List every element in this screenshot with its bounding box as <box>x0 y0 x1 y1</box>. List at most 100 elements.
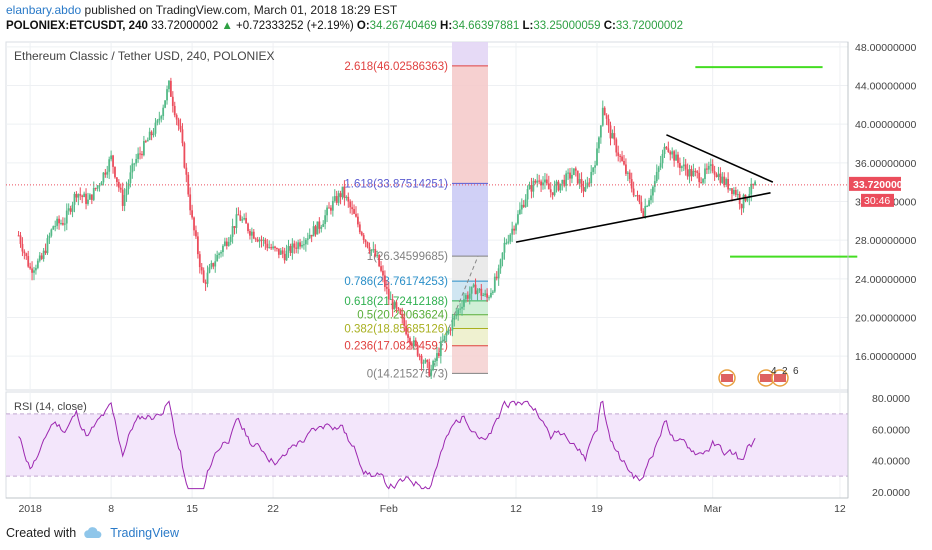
candle-body <box>328 207 330 209</box>
candle-body <box>617 152 620 156</box>
close-value: 33.72000002 <box>615 20 684 32</box>
candle-body <box>249 231 251 236</box>
candle-body <box>530 185 533 192</box>
candle-body <box>35 267 37 271</box>
candle-body <box>65 210 68 224</box>
chart-canvas[interactable]: 2.618(46.02586363)1.618(33.87514251)1(26… <box>0 0 932 520</box>
change-value: +0.72333252 (+2.19%) <box>236 20 354 32</box>
candle-body <box>299 242 301 247</box>
candle-body <box>258 239 261 242</box>
candle-body <box>94 187 97 189</box>
author-link[interactable]: elanbary.abdo <box>6 3 82 17</box>
chart-title: Ethereum Classic / Tether USD, 240, POLO… <box>14 49 275 63</box>
candle-body <box>245 218 247 224</box>
candle-body <box>96 185 99 189</box>
candle-body <box>260 239 263 241</box>
candle-body <box>648 200 650 207</box>
candle-body <box>466 295 469 299</box>
candle-body <box>621 156 623 161</box>
candle-body <box>584 186 587 192</box>
candle-body <box>628 172 631 180</box>
candle-body <box>661 154 664 164</box>
candle-body <box>233 226 236 228</box>
candle-body <box>549 189 552 193</box>
time-tick-label: 2018 <box>18 503 42 515</box>
candle-body <box>411 343 413 347</box>
candle-body <box>116 177 118 183</box>
candle-body <box>164 100 167 108</box>
candle-body <box>677 154 679 164</box>
candle-body <box>665 146 668 149</box>
candle-body <box>62 223 64 225</box>
candle-body <box>426 359 429 362</box>
candle-body <box>345 196 348 199</box>
candle-body <box>173 105 176 116</box>
event-count-label: 4 <box>771 366 777 377</box>
candle-body <box>121 189 124 206</box>
candle-body <box>250 231 253 236</box>
price-tick-label: 44.00000000 <box>855 81 916 93</box>
tradingview-link[interactable]: TradingView <box>110 526 179 540</box>
candle-body <box>409 337 411 344</box>
candle-body <box>439 341 442 356</box>
candle-body <box>430 369 433 376</box>
candle-body <box>609 125 612 139</box>
candle-body <box>351 207 354 210</box>
candle-body <box>189 194 192 211</box>
symbol-label: POLONIEX:ETCUSDT, 240 <box>6 20 148 32</box>
candle-body <box>657 167 660 172</box>
fib-level-label: 1(26.34599685) <box>367 251 448 263</box>
candle-body <box>659 163 662 168</box>
rsi-line <box>18 400 756 490</box>
candle-body <box>441 340 444 342</box>
candle-body <box>455 314 458 317</box>
candle-body <box>464 295 467 300</box>
candle-body <box>713 171 716 175</box>
candle-body <box>162 107 165 117</box>
candle-body <box>372 249 375 251</box>
candle-body <box>457 309 460 315</box>
candle-body <box>139 153 141 155</box>
candle-body <box>87 199 89 204</box>
candle-body <box>291 243 294 253</box>
candle-body <box>85 193 87 204</box>
candle-body <box>704 168 706 179</box>
candle-body <box>183 143 186 168</box>
fib-level-label: 0(14.21527573) <box>367 368 448 380</box>
candle-body <box>499 259 502 269</box>
candle-body <box>401 314 404 318</box>
candle-body <box>347 196 350 202</box>
candle-body <box>545 179 548 184</box>
candle-body <box>569 172 571 179</box>
candle-body <box>36 260 39 268</box>
candle-body <box>391 299 394 310</box>
candle-body <box>304 239 307 245</box>
fib-band <box>452 300 488 315</box>
candle-body <box>574 168 577 171</box>
candle-body <box>193 217 195 231</box>
candle-body <box>166 89 168 101</box>
candle-body <box>655 171 658 182</box>
candle-body <box>544 179 546 183</box>
price-tick-label: 28.00000000 <box>855 235 916 247</box>
candle-body <box>538 180 541 182</box>
candle-body <box>555 181 558 186</box>
candle-body <box>603 107 606 116</box>
candle-body <box>227 241 230 246</box>
last-price-tag <box>849 176 901 191</box>
candle-body <box>509 234 512 242</box>
price-value: 33.72000002 <box>151 20 219 32</box>
candle-body <box>385 286 388 289</box>
price-tick-label: 48.00000000 <box>855 42 916 54</box>
candle-body <box>343 186 346 199</box>
candle-body <box>368 247 371 252</box>
candle-body <box>56 218 59 226</box>
candle-body <box>449 329 452 331</box>
candle-body <box>156 120 159 123</box>
candle-body <box>513 228 515 231</box>
candle-body <box>582 187 585 192</box>
candle-body <box>123 195 126 206</box>
candle-body <box>746 197 749 201</box>
candle-body <box>497 268 500 279</box>
candle-body <box>333 196 336 201</box>
